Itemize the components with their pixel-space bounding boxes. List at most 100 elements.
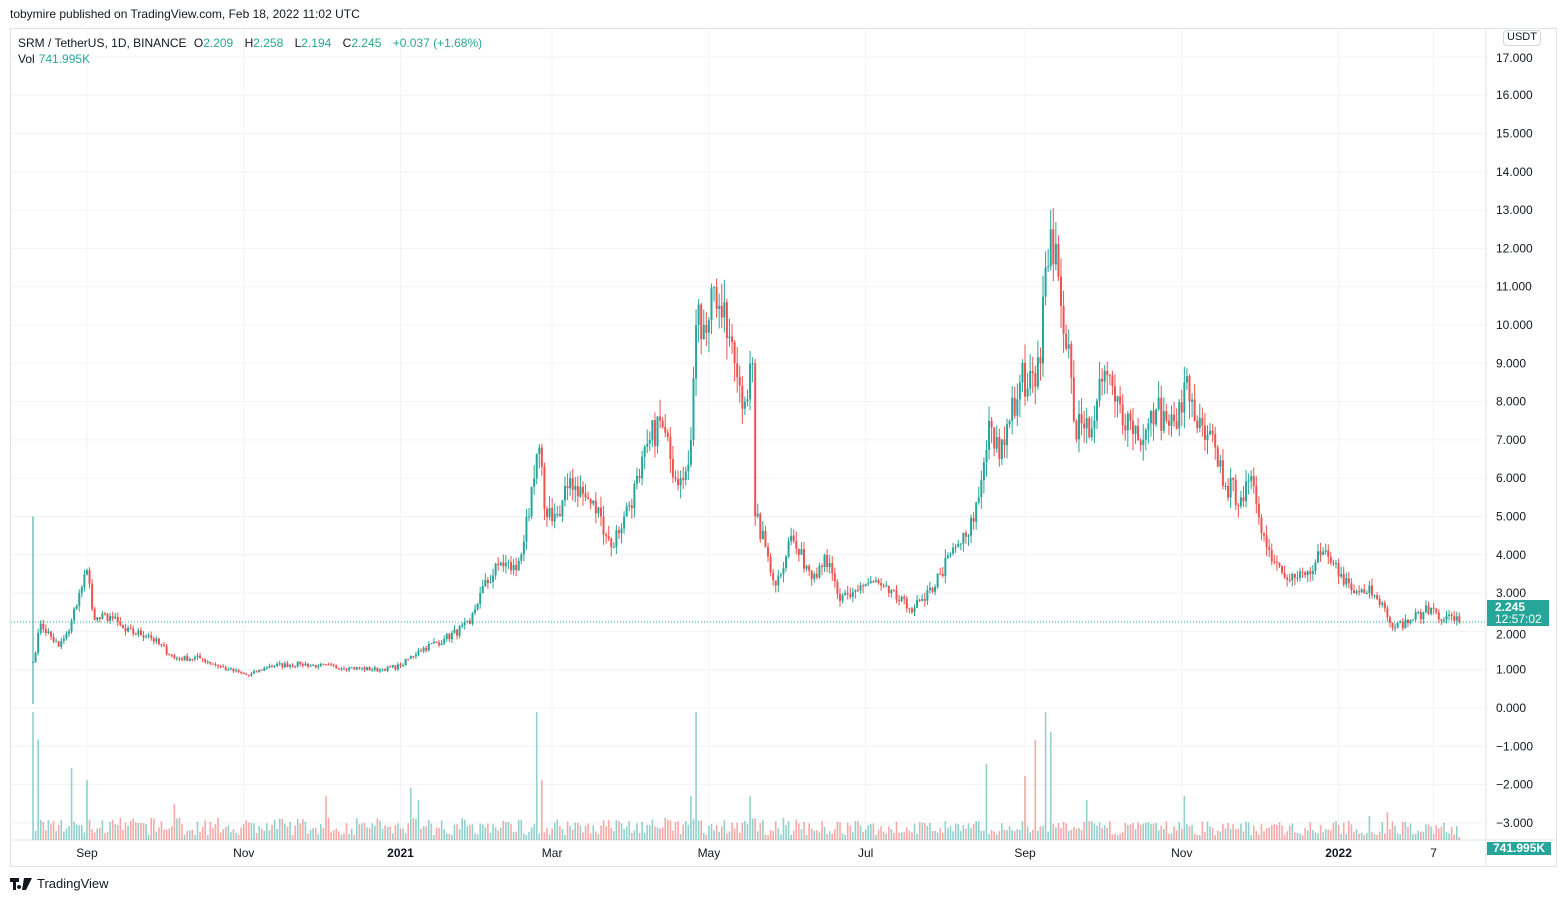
candle bbox=[723, 302, 726, 318]
candle bbox=[635, 475, 638, 484]
volume-bar bbox=[422, 826, 425, 840]
volume-bar bbox=[1245, 821, 1247, 840]
volume-bar bbox=[479, 823, 481, 840]
candle bbox=[432, 642, 435, 644]
volume-bar bbox=[736, 823, 738, 840]
y-tick-label: 3.000 bbox=[1496, 586, 1526, 600]
candle bbox=[1311, 571, 1314, 574]
candle bbox=[1098, 378, 1101, 401]
candle bbox=[1404, 619, 1407, 629]
candle bbox=[751, 363, 754, 365]
candle bbox=[1260, 517, 1263, 534]
candle bbox=[422, 647, 425, 652]
volume-bar bbox=[119, 817, 122, 840]
candle bbox=[1412, 619, 1415, 621]
candle bbox=[1044, 267, 1047, 297]
candle bbox=[188, 659, 191, 661]
candle bbox=[1247, 480, 1250, 482]
volume-bar bbox=[1455, 826, 1458, 840]
volume-bar bbox=[553, 822, 556, 840]
candle bbox=[998, 437, 1001, 460]
candle bbox=[1042, 296, 1045, 364]
candle bbox=[427, 643, 430, 651]
candle bbox=[1281, 566, 1284, 573]
volume-bar bbox=[1186, 824, 1188, 840]
candle bbox=[278, 663, 281, 665]
candle bbox=[1406, 619, 1409, 624]
candle bbox=[1368, 585, 1371, 594]
candle bbox=[946, 555, 949, 558]
volume-bar bbox=[417, 800, 420, 840]
candle bbox=[448, 633, 451, 640]
candle bbox=[237, 670, 240, 672]
candle bbox=[1386, 608, 1389, 618]
volume-bar bbox=[1322, 832, 1324, 840]
volume-bar bbox=[1109, 821, 1111, 840]
chart-frame[interactable] bbox=[10, 28, 1557, 867]
volume-bar bbox=[852, 832, 854, 840]
volume-bar bbox=[314, 827, 317, 840]
volume-bar bbox=[882, 831, 885, 840]
candle bbox=[815, 573, 818, 578]
candle bbox=[612, 546, 615, 548]
volume-bar bbox=[669, 820, 672, 840]
candle bbox=[294, 666, 297, 668]
y-tick-label: 14.000 bbox=[1496, 165, 1533, 179]
volume-bar bbox=[602, 820, 605, 840]
candle bbox=[885, 585, 888, 587]
tradingview-logo[interactable]: TradingView bbox=[10, 876, 109, 891]
candle bbox=[209, 661, 212, 664]
candle bbox=[1080, 413, 1083, 424]
candle bbox=[1288, 579, 1291, 581]
candle bbox=[34, 652, 37, 663]
candle bbox=[324, 664, 327, 666]
volume-bar bbox=[993, 831, 995, 840]
candle bbox=[828, 563, 831, 568]
candle bbox=[1417, 612, 1420, 614]
volume-bar bbox=[1073, 826, 1075, 840]
candle bbox=[535, 453, 538, 479]
volume-bar bbox=[96, 828, 99, 840]
volume-bar bbox=[810, 828, 813, 840]
candle bbox=[962, 532, 965, 544]
candle bbox=[1139, 440, 1142, 446]
candle bbox=[713, 286, 716, 288]
candle bbox=[808, 565, 811, 571]
symbol-name[interactable]: SRM / TetherUS, 1D, BINANCE bbox=[18, 36, 187, 50]
volume-bar bbox=[1371, 832, 1373, 840]
volume-bar bbox=[795, 819, 798, 840]
volume-bar bbox=[1437, 828, 1440, 840]
volume-bar bbox=[813, 830, 816, 840]
volume-bar bbox=[651, 819, 654, 840]
volume-bar bbox=[1340, 833, 1342, 840]
volume-bar bbox=[661, 827, 664, 840]
candle bbox=[1126, 413, 1129, 431]
volume-bar bbox=[512, 832, 515, 840]
candle bbox=[453, 629, 456, 633]
volume-bar bbox=[1427, 824, 1430, 840]
candle bbox=[183, 655, 186, 661]
candle bbox=[689, 439, 692, 465]
candle bbox=[569, 478, 572, 489]
volume-bar bbox=[1250, 835, 1252, 840]
candle bbox=[759, 513, 762, 540]
volume-bar bbox=[643, 832, 646, 840]
candle bbox=[558, 513, 561, 517]
candle bbox=[769, 556, 772, 573]
volume-bar bbox=[258, 826, 260, 840]
currency-button[interactable]: USDT bbox=[1503, 30, 1541, 46]
candle bbox=[291, 665, 294, 667]
volume-bar bbox=[967, 823, 970, 840]
candle bbox=[1365, 593, 1368, 595]
candle bbox=[139, 630, 142, 636]
y-tick-label: 16.000 bbox=[1496, 88, 1533, 102]
candle bbox=[1193, 399, 1196, 421]
candle bbox=[217, 664, 220, 667]
candle bbox=[85, 570, 88, 575]
candle bbox=[263, 667, 266, 671]
candle bbox=[1026, 388, 1029, 397]
candle bbox=[366, 667, 369, 670]
candle bbox=[1278, 562, 1281, 567]
candle bbox=[1234, 479, 1237, 505]
